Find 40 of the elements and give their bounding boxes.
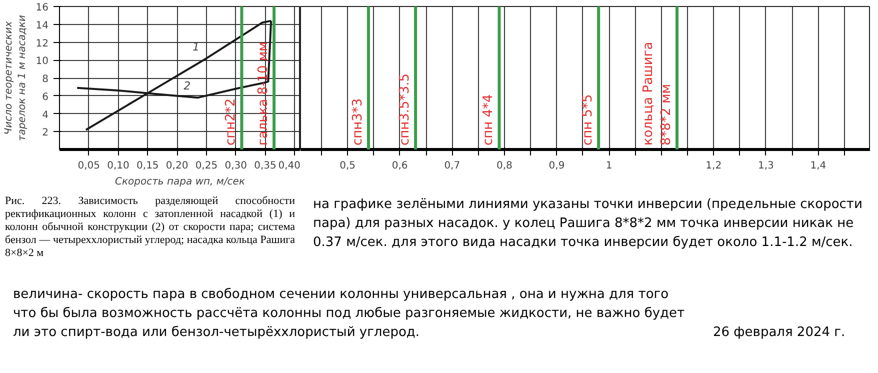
y-tick-label: 6 xyxy=(42,92,49,103)
x-tick-label: 0,20 xyxy=(166,160,188,172)
ref-line-label: спн3.5*3.5 xyxy=(398,74,413,146)
series-label: 1 xyxy=(192,40,200,54)
ref-line-label: спн2*2 xyxy=(224,98,239,146)
x-tick-label: 0,10 xyxy=(107,160,130,172)
ref-line-label: спн 4*4 xyxy=(481,94,496,146)
ref-line-label: галька 8-10 мм xyxy=(256,42,272,146)
x-tick-label: 0,30 xyxy=(224,160,247,172)
y-tick-label: 10 xyxy=(36,56,49,68)
series-label: 2 xyxy=(184,80,191,93)
x-tick-label: 0,05 xyxy=(78,160,100,172)
y-tick-label: 14 xyxy=(36,20,49,32)
x-axis-title: Скорость пара wп, м/сек xyxy=(115,176,245,188)
x-tick-label: 0,7 xyxy=(444,160,460,172)
x-tick-label: 1,4 xyxy=(810,160,826,172)
y-tick-label: 16 xyxy=(36,2,49,14)
y-tick-label: 8 xyxy=(42,74,49,85)
ref-line-label: кольца Рашига 8*8*2 мм xyxy=(641,42,674,146)
text: на графике зелёными линиями указаны точки инверсии (предельные скорости пара) для разных насадок. у колец Рашига 8*8*2 мм точка инверсии никак не 0.37 м/сек. для этого вида насадки точка инверсии будет около 1.1-1.2 м/сек. xyxy=(312,196,864,252)
y-tick-label: 4 xyxy=(42,110,49,121)
x-tick-label: 0,8 xyxy=(496,160,512,172)
x-tick-label: 0,5 xyxy=(340,160,356,172)
x-tick-label: 0,15 xyxy=(136,160,159,172)
x-tick-label: 1,3 xyxy=(758,160,774,172)
x-tick-label: 0,40 xyxy=(278,160,300,172)
text: 26 февраля 2024 г. xyxy=(712,324,846,342)
y-tick-label: 2 xyxy=(42,128,49,139)
text: величина- скорость пара в свободном сечении колонны универсальная , она и нужна для того что бы была возможность рассчёта колонны под любые разгоняемые жидкости, не важно будет ли это спирт-вода или бензол-четырёххлористый углерод. xyxy=(12,286,686,342)
x-tick-label: 0,6 xyxy=(392,160,408,172)
y-axis-title: Число теоретических тарелок на 1 м насадки xyxy=(4,14,28,142)
x-tick-label: 0,25 xyxy=(195,160,218,172)
y-tick-label: 12 xyxy=(36,38,49,50)
x-tick-label: 1 xyxy=(606,160,612,172)
text: Рис. 223. Зависимость разделяющей способности ректификационных колонн с затопленной насадкой (1) и колонн обычной конструкции (2) от скорости пара; система бензол — четыреххлористый углерод; насадка кольца Рашига 8×8×2 м xyxy=(5,195,295,260)
ref-line-label: спн3*3 xyxy=(350,98,366,146)
x-tick-label: 1,2 xyxy=(706,160,722,172)
x-tick-label: 0,9 xyxy=(548,160,565,172)
x-tick-label: 0,35 xyxy=(254,160,276,172)
ref-line-label: спн 5*5 xyxy=(580,94,596,146)
